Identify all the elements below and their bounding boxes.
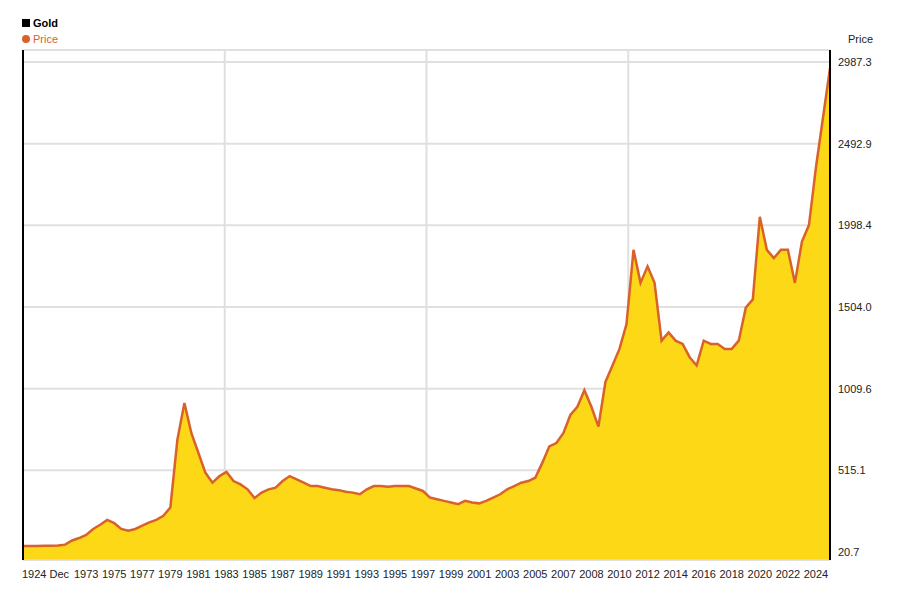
svg-text:1981: 1981: [186, 568, 210, 580]
svg-text:1993: 1993: [355, 568, 379, 580]
svg-text:1989: 1989: [298, 568, 322, 580]
svg-text:1997: 1997: [411, 568, 435, 580]
html-text:Price: Price: [33, 33, 59, 45]
svg-text:2007: 2007: [551, 568, 575, 580]
svg-text:2018: 2018: [720, 568, 744, 580]
svg-text:1995: 1995: [383, 568, 407, 580]
svg-text:2003: 2003: [495, 568, 519, 580]
svg-text:2014: 2014: [663, 568, 687, 580]
svg-text:2024: 2024: [804, 568, 828, 580]
svg-text:2005: 2005: [523, 568, 547, 580]
svg-text:2987.3: 2987.3: [838, 56, 872, 68]
svg-text:1504.0: 1504.0: [838, 301, 872, 313]
svg-text:1924 Dec: 1924 Dec: [22, 568, 70, 580]
svg-text:20.7: 20.7: [838, 546, 859, 558]
svg-text:1999: 1999: [439, 568, 463, 580]
svg-text:2022: 2022: [776, 568, 800, 580]
svg-text:1009.6: 1009.6: [838, 383, 872, 395]
svg-text:1985: 1985: [242, 568, 266, 580]
svg-text:1977: 1977: [130, 568, 154, 580]
svg-text:1998.4: 1998.4: [838, 219, 872, 231]
svg-text:1987: 1987: [270, 568, 294, 580]
svg-text:2001: 2001: [467, 568, 491, 580]
svg-text:2492.9: 2492.9: [838, 138, 872, 150]
svg-text:1983: 1983: [214, 568, 238, 580]
svg-text:515.1: 515.1: [838, 464, 866, 476]
html-text:Gold: Gold: [33, 17, 59, 29]
svg-text:2008: 2008: [579, 568, 603, 580]
svg-text:2020: 2020: [748, 568, 772, 580]
svg-text:2016: 2016: [691, 568, 715, 580]
svg-text:1991: 1991: [327, 568, 351, 580]
svg-text:2012: 2012: [635, 568, 659, 580]
svg-text:1979: 1979: [158, 568, 182, 580]
svg-text:1975: 1975: [102, 568, 126, 580]
svg-text:2010: 2010: [607, 568, 631, 580]
html-text:Price: Price: [848, 33, 874, 45]
svg-text:1973: 1973: [74, 568, 98, 580]
